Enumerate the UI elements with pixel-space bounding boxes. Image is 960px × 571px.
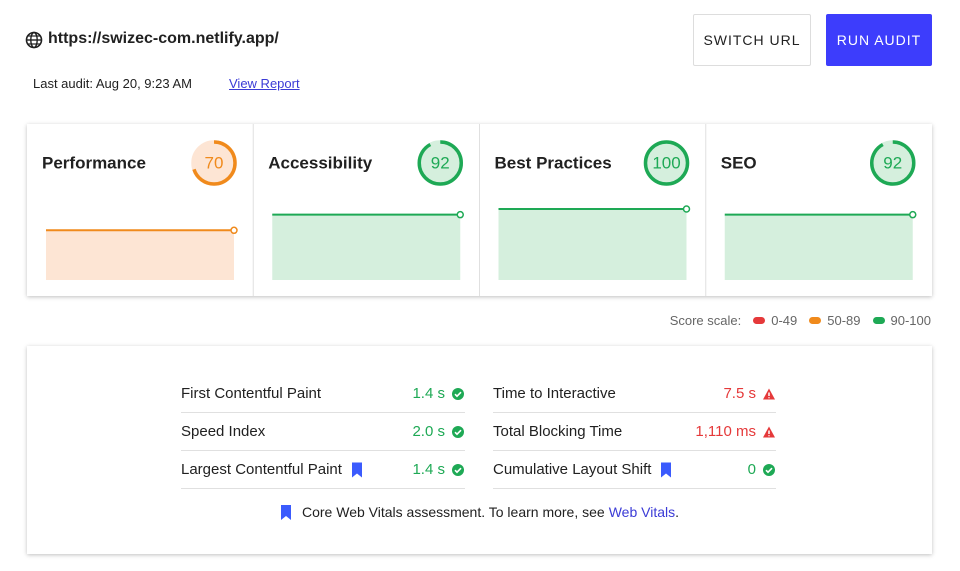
- metric-row: Largest Contentful Paint 1.4 s: [181, 451, 465, 489]
- pass-check: [454, 429, 462, 435]
- metric-value: 7.5 s: [723, 385, 756, 402]
- scale-swatch: [753, 317, 766, 324]
- score-dot: [909, 210, 917, 219]
- metric-name-cell: Total Blocking Time: [493, 423, 695, 440]
- metric-row: Time to Interactive 7.5 s: [493, 375, 776, 413]
- metric-value: 1.4 s: [412, 385, 445, 402]
- card-label: Accessibility: [268, 153, 372, 172]
- score-dot: [230, 226, 238, 235]
- switch-url-button[interactable]: SWITCH URL: [693, 14, 811, 66]
- metric-row: Speed Index 2.0 s: [181, 413, 465, 451]
- bookmark-icon: [351, 462, 362, 477]
- gauge-arc: [870, 140, 916, 186]
- metric-name: Cumulative Layout Shift: [493, 461, 652, 478]
- pass-circle: [763, 463, 775, 476]
- metric-row: Cumulative Layout Shift 0: [493, 451, 776, 489]
- view-report-link[interactable]: View Report: [229, 76, 300, 91]
- gauge-score: 92: [883, 153, 902, 172]
- metric-name: Total Blocking Time: [493, 423, 623, 440]
- metric-value: 1.4 s: [412, 461, 445, 478]
- metrics-panel: First Contentful Paint 1.4 s Speed Index 2.…: [27, 346, 932, 554]
- footnote-end: .: [675, 504, 679, 520]
- gauge-score: 100: [652, 153, 680, 172]
- pass-check: [454, 467, 462, 473]
- metric-name: Speed Index: [181, 423, 266, 440]
- pass-check: [765, 467, 773, 473]
- metric-name: Largest Contentful Paint: [181, 461, 342, 478]
- bookmark-icon: [281, 504, 291, 520]
- gauge-score: 70: [205, 153, 224, 172]
- status-icon: [763, 463, 775, 476]
- score-area: [272, 214, 461, 280]
- metric-name-cell: Largest Contentful Paint: [181, 461, 412, 478]
- score-scale: Score scale: 0-49 50-89 90-100: [670, 313, 931, 328]
- metric-value: 1,110 ms: [695, 423, 756, 440]
- score-cards: Performance 70 Accessibility 92 Best Practic…: [27, 124, 932, 296]
- metrics-column: First Contentful Paint 1.4 s Speed Index 2.…: [181, 375, 465, 489]
- run-audit-button[interactable]: RUN AUDIT: [826, 14, 932, 66]
- metric-name-cell: Speed Index: [181, 423, 412, 440]
- pass-circle: [452, 387, 464, 400]
- metric-row: Total Blocking Time 1,110 ms: [493, 413, 776, 451]
- scale-swatch: [809, 317, 822, 324]
- score-scale-label: Score scale:: [669, 313, 742, 328]
- score-area: [46, 230, 234, 280]
- bookmark-shape: [351, 462, 362, 477]
- metric-value: 2.0 s: [412, 423, 445, 440]
- metric-name-cell: First Contentful Paint: [181, 385, 412, 402]
- score-cards-svg: Performance 70 Accessibility 92 Best Practic…: [42, 124, 917, 296]
- footnote: Core Web Vitals assessment. To learn mor…: [27, 504, 932, 520]
- card-label: SEO: [721, 153, 757, 172]
- score-area: [498, 209, 687, 280]
- card-label: Best Practices: [495, 153, 612, 172]
- metric-name-cell: Cumulative Layout Shift: [493, 461, 748, 478]
- last-audit: Last audit: Aug 20, 9:23 AM: [33, 76, 193, 91]
- footnote-text: Core Web Vitals assessment. To learn mor…: [302, 504, 605, 520]
- bookmark-icon: [661, 462, 672, 477]
- scale-swatch: [872, 317, 885, 324]
- metrics-column: Time to Interactive 7.5 s Total Blocking T…: [493, 375, 776, 489]
- globe-icon: [25, 31, 43, 49]
- gauge-arc: [643, 140, 690, 186]
- metric-name: Time to Interactive: [493, 385, 616, 402]
- score-dot: [456, 210, 464, 219]
- scale-range: 50-89: [827, 313, 861, 328]
- status-icon: [452, 387, 464, 400]
- metric-name: First Contentful Paint: [181, 385, 322, 402]
- pass-circle: [452, 425, 464, 438]
- gauge-arc: [191, 140, 237, 186]
- metric-value: 0: [747, 461, 756, 478]
- pass-check: [454, 391, 462, 397]
- url: https://swizec-com.netlify.app/: [48, 30, 279, 47]
- bookmark-shape: [661, 462, 672, 477]
- status-icon: [763, 388, 775, 399]
- score-dot: [682, 205, 691, 213]
- scale-range: 90-100: [890, 313, 931, 328]
- pass-circle: [452, 463, 464, 476]
- scale-range: 0-49: [771, 313, 798, 328]
- score-area: [724, 214, 913, 280]
- metric-row: First Contentful Paint 1.4 s: [181, 375, 465, 413]
- gauge-arc: [417, 140, 463, 186]
- status-icon: [763, 426, 775, 437]
- web-vitals-link[interactable]: Web Vitals: [608, 504, 676, 520]
- status-icon: [452, 425, 464, 438]
- card-label: Performance: [42, 153, 146, 172]
- metric-name-cell: Time to Interactive: [493, 385, 723, 402]
- status-icon: [452, 463, 464, 476]
- gauge-score: 92: [431, 153, 450, 172]
